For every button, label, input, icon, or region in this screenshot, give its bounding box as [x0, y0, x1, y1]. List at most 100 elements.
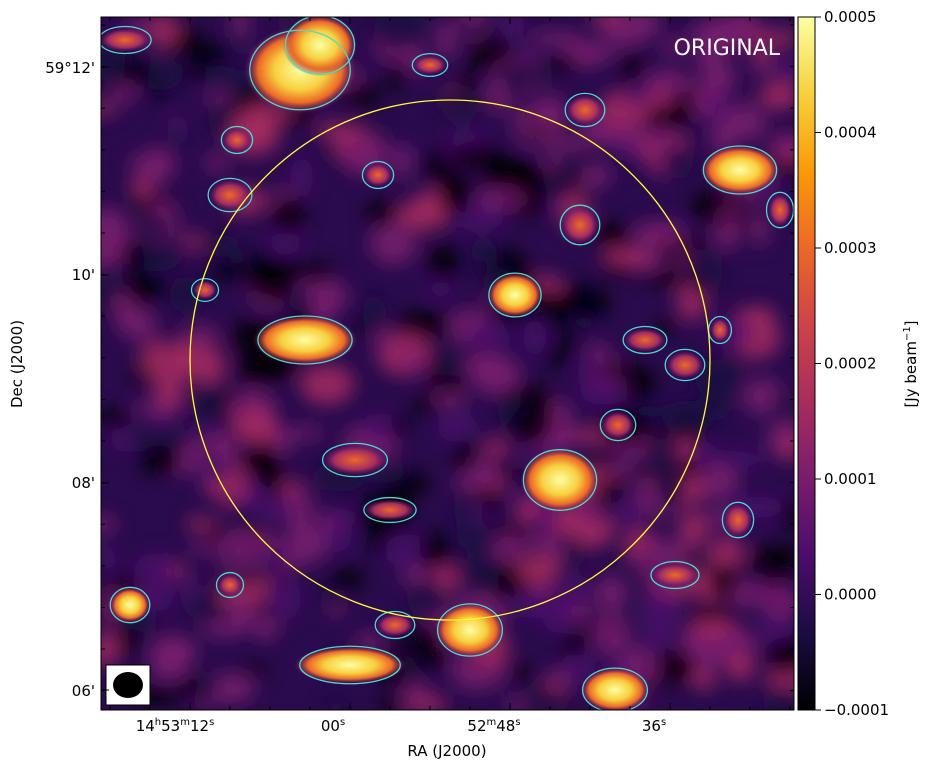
noise-blob — [290, 156, 314, 197]
noise-blob — [555, 642, 579, 656]
noise-blob — [683, 251, 724, 295]
contour-line — [599, 408, 637, 442]
source-blob — [222, 127, 252, 153]
noise-blob — [763, 685, 794, 710]
noise-blob — [502, 17, 524, 45]
noise-blob — [412, 642, 449, 668]
noise-blob — [210, 432, 235, 463]
source-blob — [520, 447, 600, 513]
noise-blob — [556, 153, 589, 182]
noise-blob — [329, 568, 366, 590]
noise-blob — [253, 616, 279, 641]
noise-blob — [582, 122, 638, 148]
source-blob — [363, 162, 393, 188]
source-blob — [560, 205, 600, 245]
dec-tick-labels: 59°12' 10' 08' 06' — [45, 59, 95, 700]
noise-blob — [611, 498, 645, 525]
contour-line — [622, 325, 668, 355]
bright-sources — [101, 17, 793, 710]
noise-blob — [441, 88, 478, 124]
noise-blob — [528, 31, 583, 47]
noise-blob — [165, 115, 188, 134]
noise-blob — [642, 624, 675, 649]
contour-line — [257, 315, 353, 365]
contour-line — [374, 610, 416, 640]
contour-line — [721, 501, 755, 539]
source-blob — [293, 646, 407, 684]
noise-blob — [579, 381, 628, 405]
contours — [101, 17, 794, 710]
source-blob — [487, 272, 543, 318]
noise-blob — [206, 234, 239, 257]
noise-blob — [638, 539, 692, 562]
noise-blob — [281, 426, 324, 440]
noise-blob — [173, 342, 224, 378]
noise-blob — [601, 247, 650, 265]
contour-line — [101, 25, 152, 55]
noise-blob — [366, 200, 398, 227]
contour-line — [436, 603, 504, 657]
noise-blob — [511, 408, 553, 444]
contour-line — [363, 496, 417, 524]
noise-blob — [561, 331, 578, 348]
noise-blob — [204, 153, 229, 172]
noise-blob — [323, 699, 349, 710]
colorbar-tick-label: 0.0004 — [824, 124, 877, 142]
noise-blob — [438, 172, 474, 216]
colorbar-gradient — [797, 16, 816, 711]
noise-blob — [568, 43, 617, 62]
noise-blob — [655, 320, 678, 333]
noise-blob — [185, 516, 215, 531]
contour-line — [299, 645, 401, 685]
contour-line — [564, 92, 606, 128]
source-blob — [565, 93, 605, 127]
noise-blob — [191, 382, 224, 425]
noise-blob — [384, 533, 431, 568]
noise-blob — [690, 670, 718, 690]
noise-blob — [639, 593, 682, 629]
image-label: ORIGINAL — [674, 36, 781, 61]
contour-line — [361, 160, 395, 190]
noise-blob — [773, 58, 794, 81]
colorbar-tick-label: 0.0000 — [824, 586, 877, 604]
source-blob — [192, 280, 218, 300]
noise-blob — [101, 102, 118, 115]
noise-blob — [427, 244, 460, 282]
source-blob — [412, 55, 448, 75]
noise-blob — [521, 63, 555, 83]
noise-blob — [327, 510, 364, 523]
noise-blob — [595, 574, 628, 612]
noise-blob — [261, 463, 284, 499]
source-blob — [252, 315, 358, 365]
noise-blob — [146, 17, 180, 48]
noise-blob — [588, 17, 626, 24]
noise-blob — [715, 451, 766, 468]
ra-tick-label: 14h53m12s — [136, 717, 215, 735]
noise-blob — [686, 618, 736, 636]
noise-blob — [508, 664, 533, 681]
noise-blob — [101, 629, 119, 669]
noise-blob — [746, 29, 794, 46]
noise-blob — [706, 60, 736, 93]
colorbar: 0.0005 0.0004 0.0003 0.0002 0.0001 0.0000 −0.0… — [797, 8, 920, 719]
sky-map: ORIGINAL — [101, 17, 794, 710]
noise-blob — [101, 409, 133, 430]
noise-blob — [362, 294, 386, 336]
source-blob — [362, 498, 418, 522]
source-blob — [580, 667, 650, 710]
map-frame — [100, 16, 795, 711]
noise-blob — [299, 364, 354, 405]
source-blob — [650, 562, 700, 588]
noise-blob — [541, 137, 592, 151]
noise-blob — [205, 476, 250, 501]
noise-blob — [474, 487, 502, 506]
noise-blob — [544, 55, 579, 71]
noise-blob — [562, 292, 612, 316]
noise-blob — [693, 359, 745, 395]
noise-blob — [264, 539, 290, 577]
source-blob — [710, 317, 730, 343]
noise-blob — [419, 530, 450, 572]
noise-blob — [535, 94, 568, 136]
noise-blob — [121, 239, 145, 270]
noise-blob — [268, 257, 303, 279]
